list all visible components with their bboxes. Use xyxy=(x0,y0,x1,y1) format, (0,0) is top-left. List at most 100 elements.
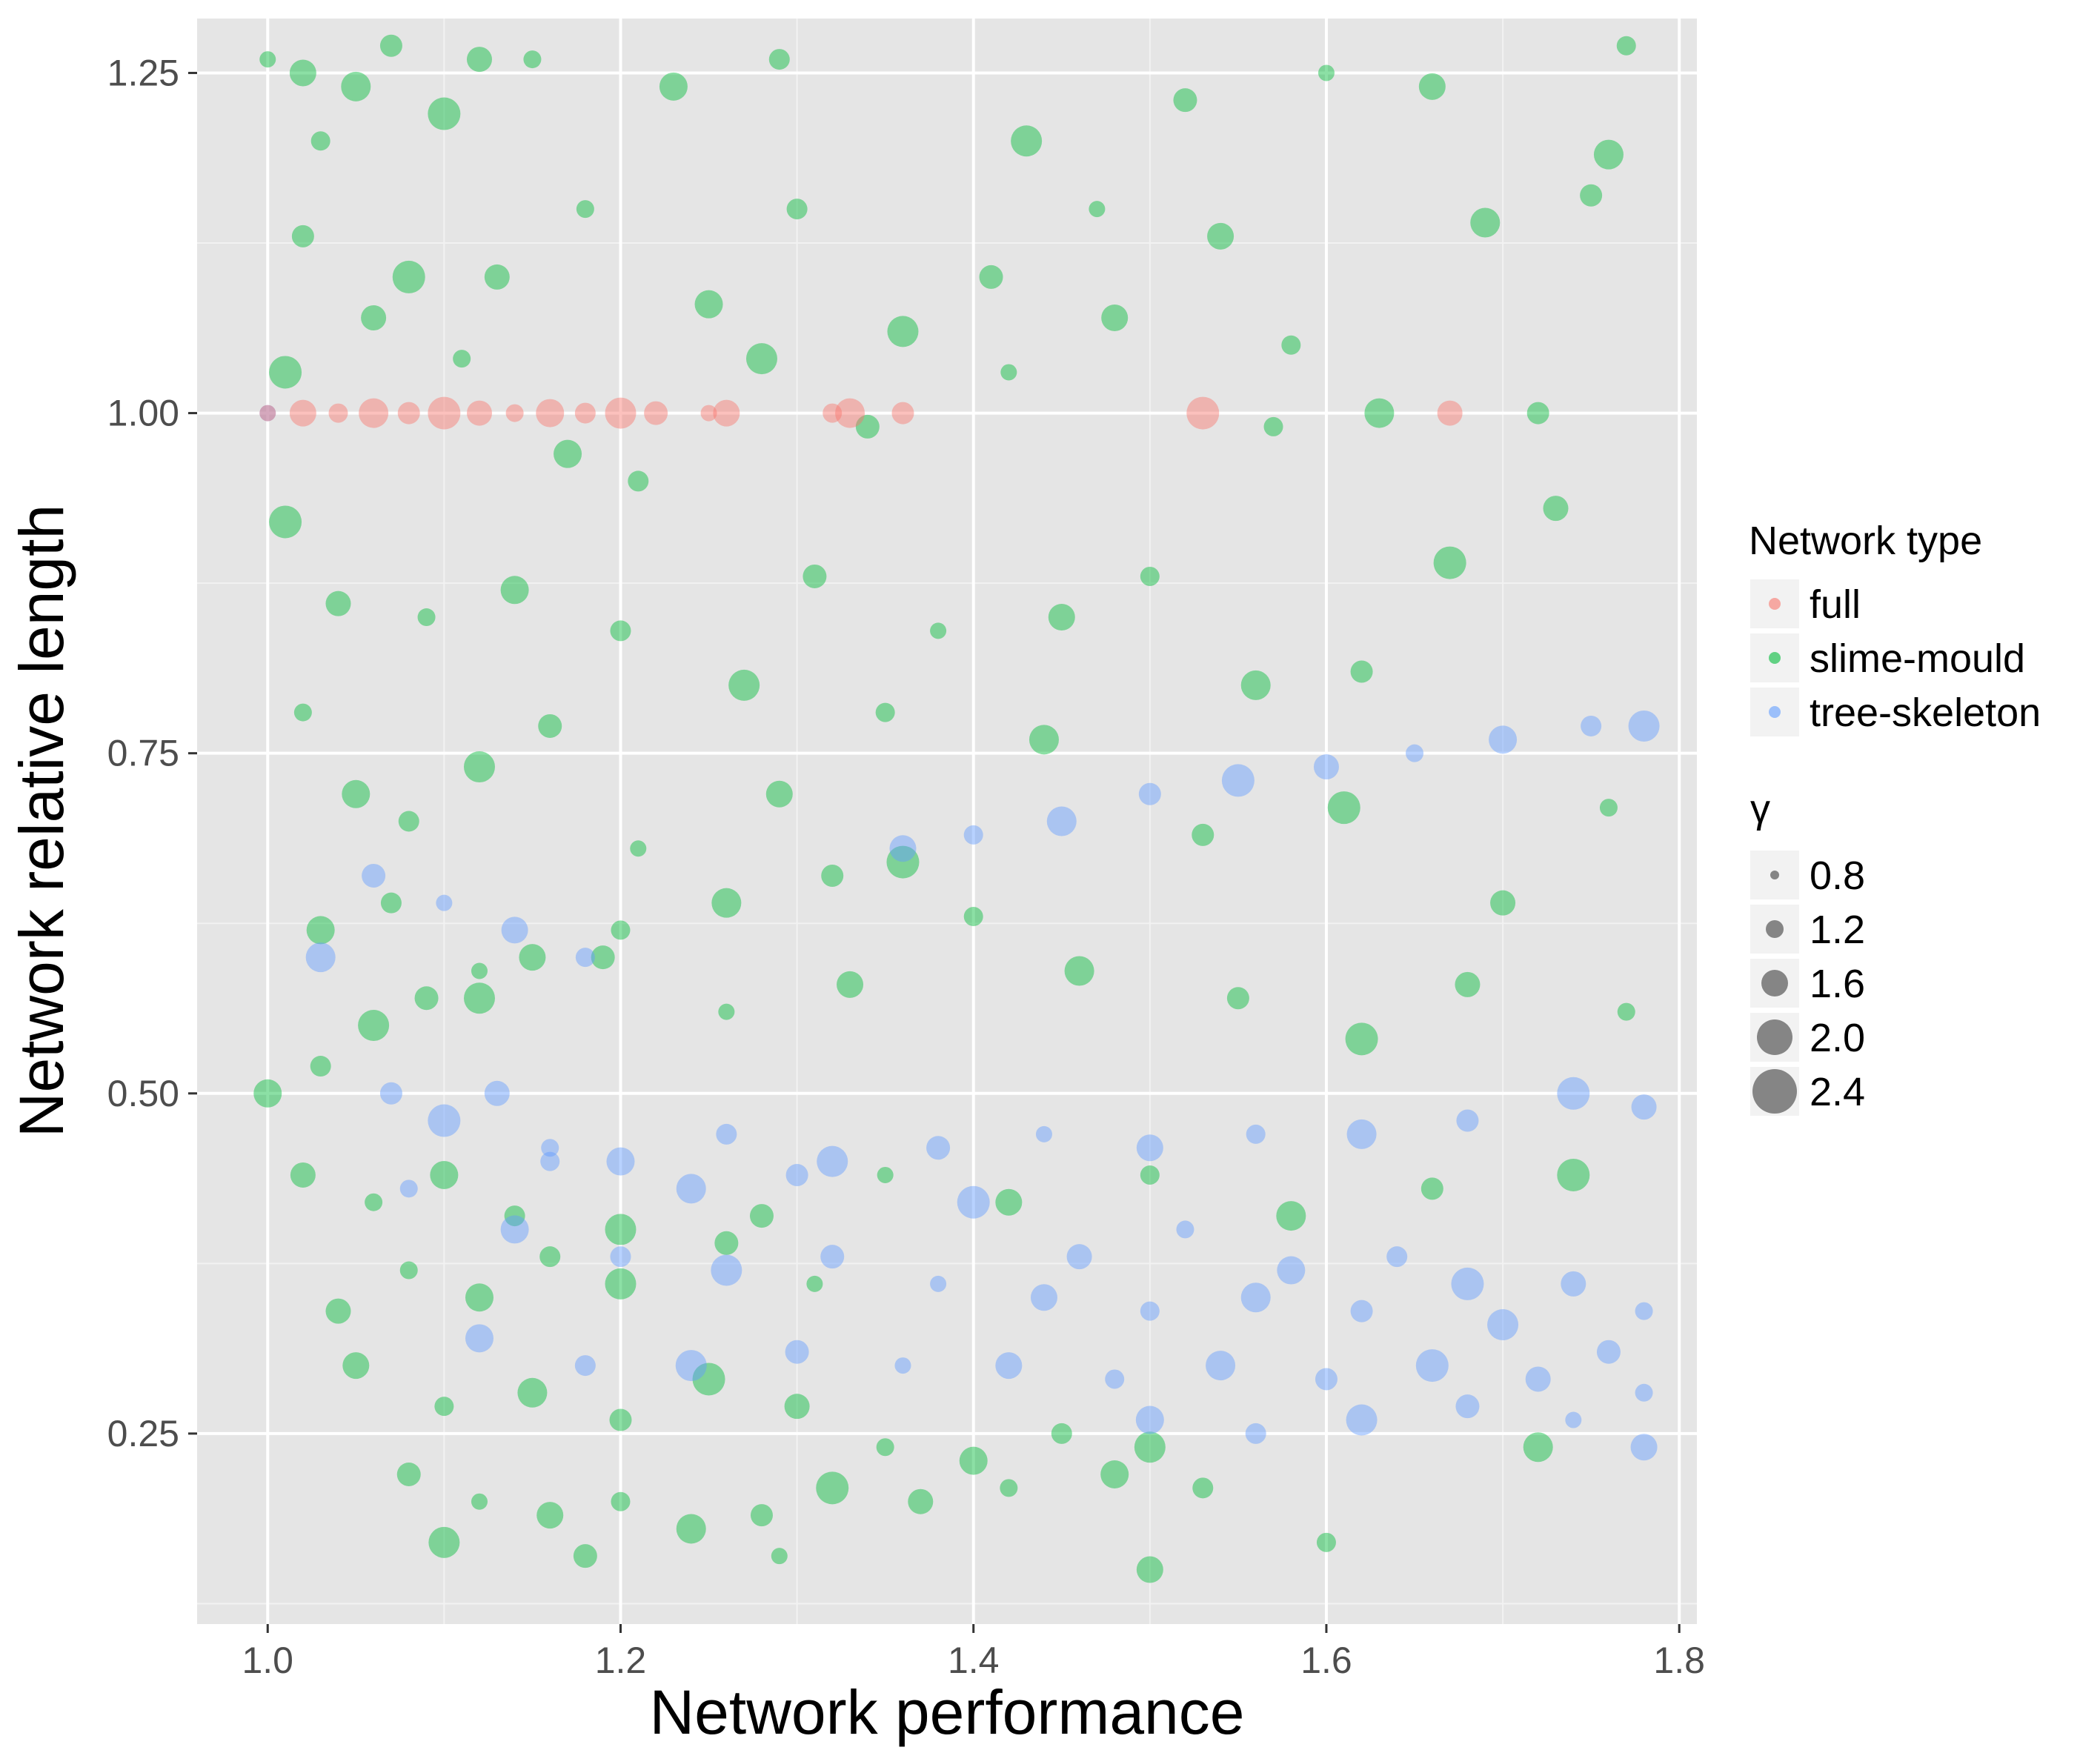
x-axis: 1.0 1.2 1.4 1.6 1.8 xyxy=(242,1624,1705,1681)
data-point-slime-mould xyxy=(1136,1556,1163,1583)
data-point-full xyxy=(823,403,843,423)
data-point-slime-mould xyxy=(536,1502,564,1529)
data-point-slime-mould xyxy=(361,305,387,331)
data-point-slime-mould xyxy=(1364,398,1395,428)
legend-label-slime-mould: slime-mould xyxy=(1810,636,2025,681)
data-point-slime-mould xyxy=(471,1493,488,1510)
data-point-full xyxy=(605,397,637,429)
legend-size-box xyxy=(1750,959,1799,1008)
data-point-full xyxy=(259,405,276,422)
data-point-tree-skeleton xyxy=(957,1185,990,1219)
data-point-slime-mould xyxy=(466,47,492,73)
data-point-slime-mould xyxy=(1345,1022,1378,1056)
data-point-tree-skeleton xyxy=(1565,1411,1582,1428)
data-point-tree-skeleton xyxy=(305,942,336,973)
legend-size-box xyxy=(1750,905,1799,954)
data-point-tree-skeleton xyxy=(1313,754,1339,780)
legend-size-label: 0.8 xyxy=(1810,854,1865,898)
data-point-tree-skeleton xyxy=(1138,782,1161,805)
data-point-slime-mould xyxy=(417,608,436,627)
data-point-slime-mould xyxy=(803,564,827,588)
data-point-slime-mould xyxy=(519,944,546,971)
data-point-slime-mould xyxy=(768,49,790,70)
x-axis-title: Network performance xyxy=(650,1677,1245,1747)
legend-size-label: 1.2 xyxy=(1810,908,1865,952)
data-point-tree-skeleton xyxy=(1240,1282,1271,1313)
data-point-tree-skeleton xyxy=(785,1163,808,1186)
data-point-tree-skeleton xyxy=(575,948,595,968)
y-tick-label: 0.75 xyxy=(107,733,179,774)
data-point-slime-mould xyxy=(611,1491,631,1511)
data-point-slime-mould xyxy=(1455,971,1481,997)
legend-key-tree-skeleton xyxy=(1769,706,1781,718)
legend-size-label: 2.4 xyxy=(1810,1070,1865,1114)
data-point-slime-mould xyxy=(293,703,312,722)
data-point-slime-mould xyxy=(1526,402,1549,425)
data-point-slime-mould xyxy=(1048,604,1075,631)
data-point-slime-mould xyxy=(875,702,895,722)
data-point-tree-skeleton xyxy=(606,1147,635,1176)
legend-color-title: Network type xyxy=(1749,519,1982,563)
data-point-tree-skeleton xyxy=(1035,1125,1052,1142)
data-point-slime-mould xyxy=(930,622,947,639)
data-point-slime-mould xyxy=(576,200,594,219)
data-point-tree-skeleton xyxy=(1277,1256,1306,1285)
data-point-tree-skeleton xyxy=(610,1246,631,1268)
data-point-slime-mould xyxy=(1240,670,1271,700)
data-point-slime-mould xyxy=(342,1352,370,1380)
data-point-slime-mould xyxy=(465,1283,494,1312)
legend-size-key xyxy=(1757,1019,1792,1055)
data-point-full xyxy=(835,398,865,428)
data-point-slime-mould xyxy=(428,1526,460,1558)
data-point-tree-skeleton xyxy=(1315,1368,1338,1391)
data-point-slime-mould xyxy=(399,1261,418,1280)
data-point-slime-mould xyxy=(1543,496,1569,522)
data-point-tree-skeleton xyxy=(894,1357,911,1374)
data-point-slime-mould xyxy=(786,199,808,220)
data-point-tree-skeleton xyxy=(1346,1119,1377,1149)
data-point-slime-mould xyxy=(694,290,723,319)
data-point-slime-mould xyxy=(1316,1532,1336,1552)
data-point-slime-mould xyxy=(816,1471,849,1505)
data-point-tree-skeleton xyxy=(484,1080,510,1106)
data-point-slime-mould xyxy=(1089,201,1106,218)
y-tick-label: 0.25 xyxy=(107,1413,179,1454)
data-point-tree-skeleton xyxy=(675,1350,707,1382)
data-point-full xyxy=(1437,400,1463,426)
data-point-slime-mould xyxy=(714,1231,739,1255)
data-point-tree-skeleton xyxy=(1346,1404,1378,1436)
data-point-slime-mould xyxy=(784,1394,810,1420)
data-point-tree-skeleton xyxy=(1066,1244,1092,1270)
data-point-full xyxy=(644,401,668,425)
data-point-slime-mould xyxy=(837,971,864,998)
data-point-slime-mould xyxy=(609,1408,632,1431)
data-point-slime-mould xyxy=(517,1377,548,1408)
data-point-full xyxy=(289,399,316,427)
y-tick-label: 0.50 xyxy=(107,1073,179,1114)
data-point-full xyxy=(328,403,348,423)
data-point-slime-mould xyxy=(1064,956,1094,986)
data-point-slime-mould xyxy=(398,811,419,832)
data-point-slime-mould xyxy=(676,1514,706,1544)
y-tick-label: 1.25 xyxy=(107,52,179,93)
data-points xyxy=(253,34,1660,1583)
legend-key-slime-mould xyxy=(1769,652,1781,664)
data-point-slime-mould xyxy=(310,131,330,151)
data-point-slime-mould xyxy=(453,350,471,368)
data-point-slime-mould xyxy=(463,982,495,1014)
legend-size-box xyxy=(1750,851,1799,899)
data-point-slime-mould xyxy=(538,713,562,738)
data-point-slime-mould xyxy=(1134,1431,1166,1463)
data-point-slime-mould xyxy=(1101,305,1129,332)
data-point-full xyxy=(428,396,461,430)
data-point-tree-skeleton xyxy=(1628,710,1660,742)
data-point-slime-mould xyxy=(1276,1201,1306,1231)
data-point-tree-skeleton xyxy=(785,1340,809,1364)
x-tick-label: 1.2 xyxy=(595,1640,647,1681)
y-axis: 0.25 0.50 0.75 1.00 1.25 xyxy=(107,52,197,1454)
data-point-slime-mould xyxy=(342,779,371,808)
data-point-slime-mould xyxy=(539,1246,561,1268)
data-point-slime-mould xyxy=(325,590,351,616)
data-point-slime-mould xyxy=(1616,36,1636,56)
